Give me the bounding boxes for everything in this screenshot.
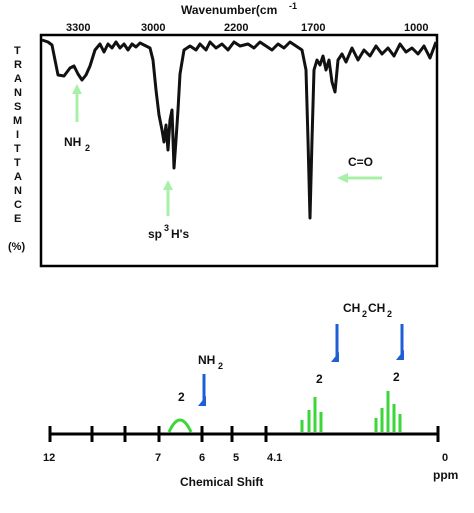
nh2-arrow-head [72,84,82,94]
ethyl-label-sub-b: 2 [387,309,392,319]
integration-nh2: 2 [178,390,185,404]
nmr-tick-12: 12 [43,452,55,464]
ethyl-label-sub-a: 2 [362,309,367,319]
ir-axis-title-superscript: -1 [289,1,297,11]
ethyl-pointer-head-b [396,350,404,360]
ir-ylabel-unit: (%) [8,241,25,253]
ir-tick-1700: 1700 [301,22,325,34]
nmr-axis-title: Chemical Shift [180,475,263,489]
ir-axis-title: Wavenumber(cm [181,3,277,17]
co-arrow-head [337,173,348,183]
ir-ylabel-letter: N [14,87,22,99]
nmr-nh2-label-subscript: 2 [218,361,223,371]
ir-tick-3300: 3300 [66,22,90,34]
nmr-group-label-ethyl: CH 2 CH 2 [343,301,392,319]
ir-ylabel-letter: E [14,213,21,225]
ir-ylabel-letter: C [14,199,22,211]
ir-annotation-carbonyl: C=O [337,155,382,183]
ir-ylabel-letter: T [14,143,21,155]
nmr-tick-5: 5 [233,452,239,464]
nmr-integrations: 2 2 2 [178,370,400,404]
ir-plot-frame [39,33,439,268]
ir-annotation-sp3: sp 3 H's [148,180,190,241]
ethyl-label-ch-a: CH [343,301,360,315]
ethyl-label-ch-b: CH [368,301,385,315]
nmr-peak-broad-nh2 [167,418,193,433]
ethyl-pointer-head-a [331,352,339,362]
ir-ylabel-letter: T [14,45,21,57]
ir-ylabel-letter: T [14,157,21,169]
nmr-axis-tick-labels: 12 7 6 5 4.1 0 [43,452,448,464]
ir-tick-3000: 3000 [141,22,165,34]
ir-tick-2200: 2200 [224,22,248,34]
ir-ylabel-letter: N [14,185,22,197]
ir-tick-1000: 1000 [404,22,428,34]
nmr-markers [198,324,404,406]
nh2-label-subscript: 2 [85,143,90,153]
nmr-axis [48,426,440,442]
nmr-peaks [167,391,402,433]
ir-spectrum-panel: Wavenumber(cm -1 3300 3000 2200 1700 100… [8,1,439,268]
sp3-label: sp [148,227,162,241]
ir-annotation-nh2: NH 2 [64,84,90,153]
nmr-tick-7: 7 [155,452,161,464]
ir-y-axis-label: T R A N S M I T T A N C E (%) [8,45,25,253]
ir-ylabel-letter: A [14,73,22,85]
ir-ylabel-letter: S [14,101,21,113]
ir-ylabel-letter: A [14,171,22,183]
nmr-spectrum-panel: CH 2 CH 2 NH 2 2 2 2 [43,301,458,489]
nh2-label: NH [64,135,81,149]
ir-ylabel-letter: M [13,115,22,127]
nmr-axis-unit: ppm [433,468,458,482]
nmr-group-label-nh2: NH 2 [198,353,223,371]
sp3-label-rest: H's [171,227,190,241]
sp3-label-superscript: 3 [164,223,169,233]
sp3-arrow-head [163,180,173,190]
ir-spectrum-trace [41,38,438,220]
integration-ch2-a: 2 [316,372,323,386]
co-label: C=O [348,155,373,169]
nmr-nh2-label: NH [198,353,215,367]
nmr-tick-6: 6 [199,452,205,464]
nmr-tick-4-1: 4.1 [267,452,282,464]
ir-ylabel-letter: I [16,129,19,141]
ir-tick-labels: 3300 3000 2200 1700 1000 [66,22,428,34]
nh2-pointer-head [198,396,206,406]
nmr-tick-0: 0 [442,452,448,464]
ir-ylabel-letter: R [14,59,22,71]
integration-ch2-b: 2 [393,370,400,384]
